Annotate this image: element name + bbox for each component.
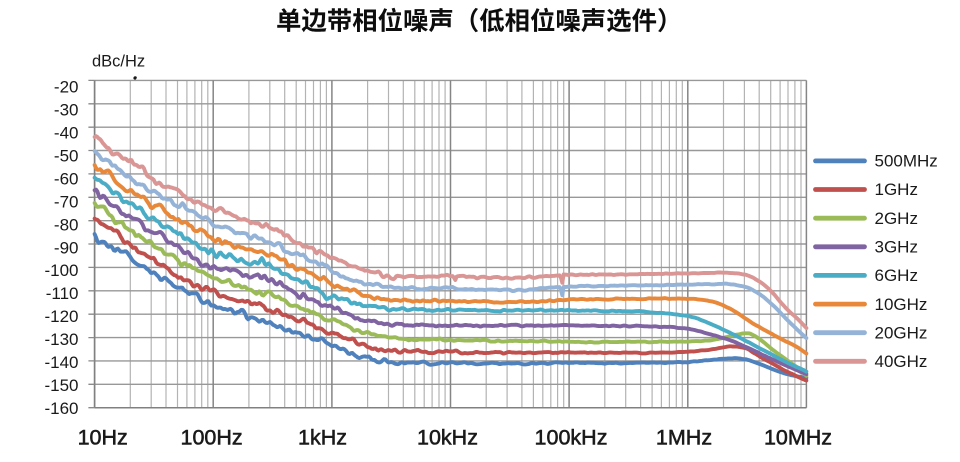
svg-text:-110: -110 [46,284,79,303]
svg-text:-50: -50 [54,147,79,166]
svg-text:-80: -80 [54,215,79,234]
svg-text:20GHz: 20GHz [875,323,928,342]
svg-text:10MHz: 10MHz [764,425,832,449]
svg-text:100Hz: 100Hz [181,425,243,449]
svg-text:10kHz: 10kHz [417,425,478,449]
svg-text:-90: -90 [54,238,79,257]
svg-text:-100: -100 [44,261,78,280]
svg-text:-140: -140 [44,353,78,372]
svg-text:-120: -120 [44,307,78,326]
svg-text:6GHz: 6GHz [875,266,918,285]
svg-text:-40: -40 [54,124,79,143]
svg-text:1GHz: 1GHz [875,180,918,199]
svg-text:10GHz: 10GHz [875,295,928,314]
svg-text:500MHz: 500MHz [875,152,938,171]
svg-text:dBc/Hz: dBc/Hz [92,53,145,71]
svg-text:2GHz: 2GHz [875,209,918,228]
svg-text:-20: -20 [54,78,79,97]
svg-text:-150: -150 [44,376,78,395]
svg-text:-160: -160 [44,399,78,418]
svg-text:-60: -60 [54,169,79,188]
svg-text:-30: -30 [54,101,79,120]
svg-text:1MHz: 1MHz [656,425,712,449]
svg-text:-130: -130 [44,330,78,349]
svg-text:1kHz: 1kHz [298,425,347,449]
svg-text:3GHz: 3GHz [875,238,918,257]
svg-text:-70: -70 [54,192,79,211]
svg-text:10Hz: 10Hz [78,425,128,449]
svg-text:40GHz: 40GHz [875,352,928,371]
svg-text:100kHz: 100kHz [535,425,608,449]
